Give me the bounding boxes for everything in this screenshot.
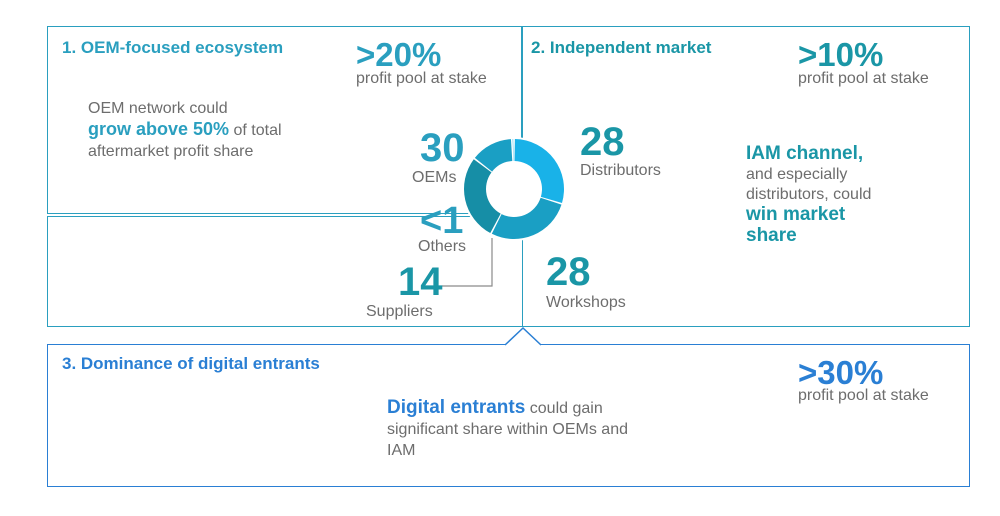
donut-slice-suppliers: [474, 139, 513, 172]
donut-slice-distributors: [491, 197, 562, 239]
suppliers-connector-line: [442, 238, 493, 287]
iam-stat-label: profit pool at stake: [798, 70, 929, 87]
oem-description: OEM network could grow above 50% of tota…: [88, 98, 328, 162]
digital-stat: >30%: [798, 354, 884, 391]
distributors-label: Distributors: [580, 162, 661, 179]
digital-section-title: 3. Dominance of digital entrants: [62, 354, 320, 373]
donut-slice-others: [512, 139, 514, 162]
suppliers-value: 14: [398, 260, 443, 304]
digital-description: Digital entrants could gain significant …: [387, 397, 632, 461]
oem-stat: >20%: [356, 36, 442, 73]
iam-description: IAM channel, and especially distributors…: [746, 144, 896, 247]
oem-section-title: 1. OEM-focused ecosystem: [62, 38, 284, 57]
oem-text-after: of total aftermarket profit share: [88, 122, 282, 160]
donut-slice-oems: [514, 139, 564, 203]
workshops-label: Workshops: [546, 294, 626, 311]
oem-text-highlight: grow above 50%: [88, 119, 230, 139]
suppliers-label: Suppliers: [366, 303, 433, 320]
digital-text-after: could gain significant share within OEMs…: [387, 400, 628, 459]
profit-share-donut-chart: [462, 137, 566, 241]
iam-text-highlight-2: win market share: [746, 204, 846, 246]
oem-stat-label: profit pool at stake: [356, 70, 487, 87]
oem-text-before: OEM network could: [88, 100, 228, 117]
others-label: Others: [418, 238, 467, 255]
oem-ecosystem-box: [47, 26, 522, 214]
workshops-value: 28: [546, 250, 591, 294]
notch-arrow-icon: [505, 326, 541, 346]
digital-stat-label: profit pool at stake: [798, 387, 929, 404]
distributors-value: 28: [580, 120, 625, 164]
iam-text-middle: and especially distributors, could: [746, 166, 872, 203]
digital-text-highlight: Digital entrants: [387, 397, 526, 418]
iam-stat: >10%: [798, 36, 884, 73]
others-value: <1: [420, 200, 464, 242]
iam-section-title: 2. Independent market: [531, 38, 712, 57]
connector-box: [47, 216, 523, 327]
iam-text-highlight-1: IAM channel,: [746, 143, 864, 164]
oems-value: 30: [420, 126, 465, 170]
donut-slice-workshops: [464, 159, 501, 234]
oems-label: OEMs: [412, 169, 457, 186]
